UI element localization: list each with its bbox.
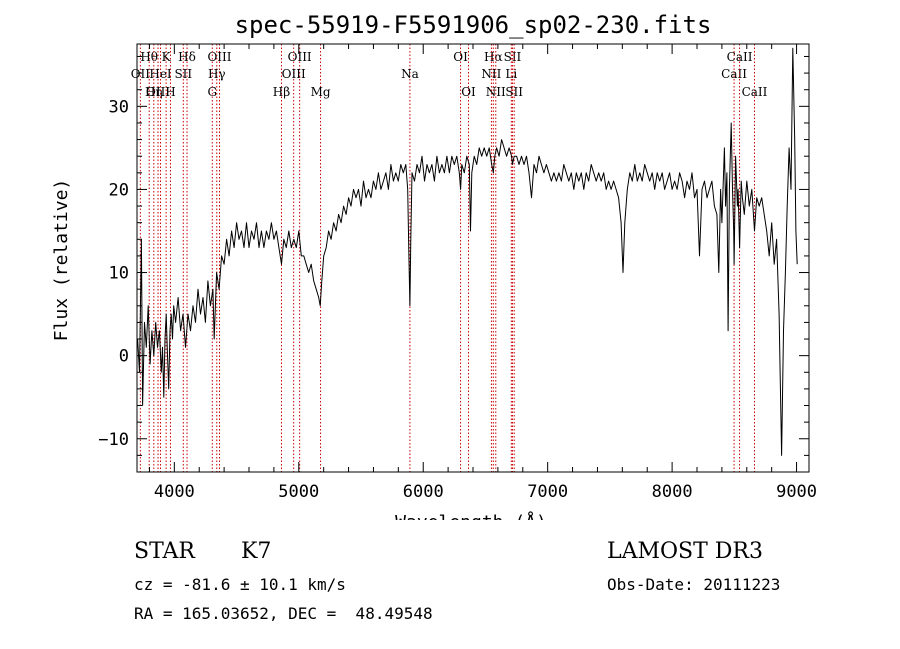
chart-title: spec-55919-F5591906_sp02-230.fits (235, 11, 712, 39)
line-label-H-alpha: Hα (484, 50, 503, 64)
x-tick-label-4000: 4000 (154, 482, 195, 502)
line-label-H: H (165, 85, 175, 99)
x-tick-label-9000: 9000 (776, 482, 817, 502)
line-label-OIII-4363: OIII (207, 50, 231, 64)
y-axis-label: Flux (relative) (51, 179, 72, 342)
line-label-OIII-3869: OIII (146, 85, 170, 99)
line-label-H-delta: Hδ (178, 50, 196, 64)
line-label-OIII-5007: OIII (288, 50, 312, 64)
y-tick-label-0: 0 (119, 347, 129, 367)
line-label-OII: OII (131, 67, 151, 81)
spectrum-series (137, 47, 798, 456)
line-label-OI-6300: OI (453, 50, 468, 64)
y-tick-label-10: 10 (109, 264, 129, 284)
line-label-OIII-4959: OIII (282, 67, 306, 81)
line-label-CaII-8662: CaII (742, 85, 768, 99)
line-label-H-beta: Hβ (273, 85, 290, 99)
line-label-Li: Li (505, 67, 517, 81)
coordinates: RA = 165.03652, DEC = 48.49548 (134, 604, 433, 623)
line-label-H-gamma: Hγ (208, 67, 226, 81)
object-subclass: K7 (241, 539, 272, 564)
line-label-SII-6731: SII (505, 85, 523, 99)
x-tick-label-5000: 5000 (278, 482, 319, 502)
line-label-H-eta: Hη (145, 85, 163, 99)
line-label-HeI: HeI (149, 67, 172, 81)
spectrum-chart: spec-55919-F5591906_sp02-230.fits Hθ OII O… (51, 11, 817, 520)
line-label-NII-6583: NII (486, 85, 506, 99)
line-label-SII-6717: SII (504, 50, 522, 64)
line-label-NII-6548: NII (481, 67, 501, 81)
object-class: STAR (134, 539, 195, 564)
line-label-G: G (207, 85, 217, 99)
line-label-OI-6364: OI (461, 85, 476, 99)
line-label-H-theta: Hθ (140, 50, 158, 64)
survey-name: LAMOST DR3 (607, 539, 763, 564)
line-label-CaII-8498: CaII (721, 67, 747, 81)
observation-date: Obs-Date: 20111223 (607, 575, 781, 594)
line-label-Mg: Mg (311, 85, 331, 99)
axis-ticks: 4000 5000 6000 7000 8000 9000 −10 0 10 20 30 (98, 44, 817, 502)
x-tick-label-6000: 6000 (403, 482, 444, 502)
line-label-CaII-8542: CaII (727, 50, 753, 64)
line-label-K: K (162, 50, 172, 64)
redshift-velocity: cz = -81.6 ± 10.1 km/s (134, 575, 346, 594)
x-tick-label-7000: 7000 (527, 482, 568, 502)
line-label-Na: Na (401, 67, 419, 81)
plot-frame (136, 43, 810, 473)
y-tick-label--10: −10 (98, 430, 129, 450)
flux-line (137, 47, 798, 456)
y-tick-label-20: 20 (109, 180, 129, 200)
x-axis-label: Wavelength (Å) (395, 511, 547, 520)
line-label-SII-4072: SII (174, 67, 192, 81)
y-tick-label-30: 30 (109, 97, 129, 117)
x-tick-label-8000: 8000 (652, 482, 693, 502)
